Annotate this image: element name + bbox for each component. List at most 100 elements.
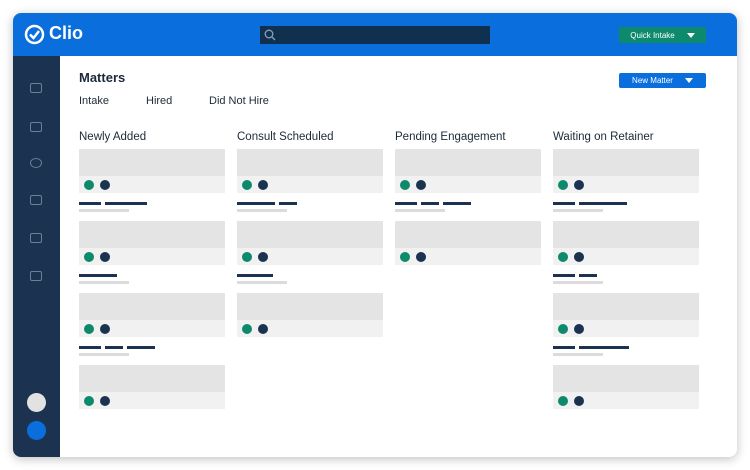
nav-icon[interactable] — [30, 271, 42, 281]
status-dot — [84, 252, 94, 262]
card-footer — [79, 392, 225, 409]
placeholder-line — [237, 274, 273, 277]
top-bar: Clio Quick Intake — [13, 13, 737, 56]
status-dot — [400, 252, 410, 262]
column-title: Newly Added — [79, 131, 147, 143]
search-box[interactable] — [260, 26, 490, 44]
button-label: Quick Intake — [630, 30, 675, 40]
card-footer — [237, 176, 383, 193]
caret — [686, 32, 695, 38]
placeholder-line — [579, 274, 597, 277]
status-dot — [574, 252, 584, 262]
status-dot — [558, 324, 568, 334]
column-title: Waiting on Retainer — [553, 131, 654, 143]
card-header[interactable] — [237, 293, 383, 320]
tab[interactable]: Intake — [79, 95, 109, 107]
status-dot — [100, 396, 110, 406]
sidebar — [13, 56, 60, 457]
placeholder-line — [553, 281, 603, 284]
status-dot — [242, 252, 252, 262]
column-title: Pending Engagement — [395, 131, 506, 143]
card-header[interactable] — [79, 293, 225, 320]
status-dot — [258, 252, 268, 262]
nav-icon[interactable] — [30, 83, 42, 93]
status-dot — [100, 324, 110, 334]
brand: Clio — [49, 23, 83, 43]
placeholder-line — [79, 281, 129, 284]
status-button[interactable] — [27, 421, 46, 440]
app-window: Clio Quick Intake Matters Intake Hired D… — [13, 13, 737, 457]
tab[interactable]: Did Not Hire — [209, 95, 269, 107]
card-footer — [553, 176, 699, 193]
placeholder-line — [421, 202, 439, 205]
placeholder-line — [553, 209, 603, 212]
card-footer — [553, 248, 699, 265]
placeholder-line — [237, 209, 287, 212]
placeholder-line — [237, 202, 275, 205]
status-dot — [84, 396, 94, 406]
placeholder-line — [127, 346, 155, 349]
card-header[interactable] — [553, 149, 699, 176]
button-label: New Matter — [632, 76, 673, 85]
nav-icon[interactable] — [30, 195, 42, 205]
quick-intake-button[interactable]: Quick Intake — [619, 27, 706, 43]
nav-icon[interactable] — [30, 158, 42, 168]
status-dot — [416, 252, 426, 262]
card-header[interactable] — [237, 149, 383, 176]
card-header[interactable] — [395, 149, 541, 176]
page-title: Matters — [79, 70, 126, 85]
card-footer — [237, 248, 383, 265]
status-dot — [258, 180, 268, 190]
card-header[interactable] — [237, 221, 383, 248]
status-dot — [84, 180, 94, 190]
placeholder-line — [79, 202, 101, 205]
card-footer — [79, 176, 225, 193]
card-footer — [553, 320, 699, 337]
new-matter-button[interactable]: New Matter — [619, 73, 706, 88]
placeholder-line — [553, 346, 575, 349]
card-footer — [79, 248, 225, 265]
card-header[interactable] — [79, 365, 225, 392]
card-footer — [395, 176, 541, 193]
placeholder-line — [237, 281, 287, 284]
placeholder-line — [79, 274, 117, 277]
status-dot — [100, 180, 110, 190]
status-dot — [558, 396, 568, 406]
card-footer — [553, 392, 699, 409]
status-dot — [558, 180, 568, 190]
card-header[interactable] — [395, 221, 541, 248]
status-dot — [242, 180, 252, 190]
card-header[interactable] — [553, 221, 699, 248]
nav-icon[interactable] — [30, 233, 42, 243]
search-icon — [264, 29, 276, 41]
nav-icon[interactable] — [30, 122, 42, 132]
placeholder-line — [553, 274, 575, 277]
placeholder-line — [395, 209, 445, 212]
status-dot — [400, 180, 410, 190]
card-header[interactable] — [553, 293, 699, 320]
status-dot — [258, 324, 268, 334]
placeholder-line — [579, 346, 629, 349]
card-footer — [237, 320, 383, 337]
logo-icon — [24, 24, 45, 45]
tab[interactable]: Hired — [146, 95, 173, 107]
card-header[interactable] — [553, 365, 699, 392]
card-footer — [395, 248, 541, 265]
placeholder-line — [279, 202, 297, 205]
placeholder-line — [579, 202, 627, 205]
column-title: Consult Scheduled — [237, 131, 334, 143]
avatar[interactable] — [27, 393, 46, 412]
status-dot — [242, 324, 252, 334]
placeholder-line — [79, 353, 129, 356]
placeholder-line — [79, 209, 129, 212]
placeholder-line — [553, 202, 575, 205]
card-header[interactable] — [79, 149, 225, 176]
status-dot — [574, 180, 584, 190]
placeholder-line — [395, 202, 417, 205]
status-dot — [416, 180, 426, 190]
status-dot — [574, 324, 584, 334]
status-dot — [574, 396, 584, 406]
card-header[interactable] — [79, 221, 225, 248]
status-dot — [84, 324, 94, 334]
